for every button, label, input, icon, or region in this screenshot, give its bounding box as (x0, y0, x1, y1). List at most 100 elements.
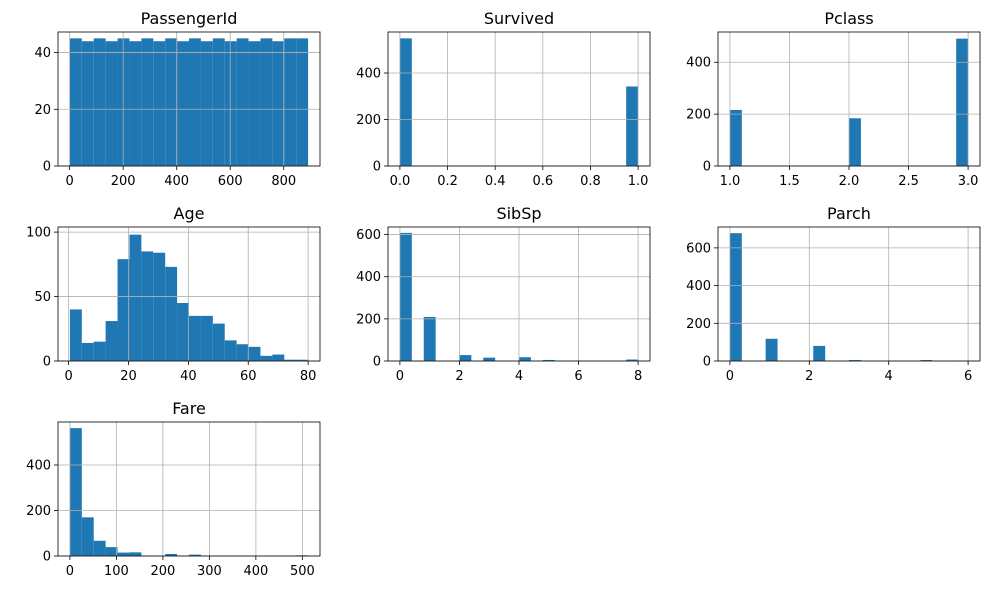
y-tick-label: 200 (26, 504, 51, 519)
x-tick-label: 0.8 (580, 174, 601, 189)
histogram-bar (93, 540, 106, 556)
histogram-bar (188, 554, 201, 556)
subplot-pclass: 1.0 1.5 2.0 2.5 3.0 0 200 400 Pclass (686, 9, 981, 189)
x-tick-label: 0 (66, 564, 74, 579)
x-tick-label: 400 (243, 564, 268, 579)
x-tick-label: 8 (634, 369, 642, 384)
x-tick-label: 4 (885, 369, 893, 384)
x-tick-label: 20 (120, 369, 137, 384)
x-tick-label: 2 (805, 369, 813, 384)
histogram-bar (129, 234, 142, 361)
x-tick-label: 1.0 (720, 174, 741, 189)
histogram-bar (129, 552, 142, 556)
histogram-bar (165, 266, 178, 361)
histogram-bar (200, 315, 213, 361)
x-tick-label: 800 (271, 174, 296, 189)
histogram-bar (813, 345, 826, 361)
histogram-bar (272, 354, 285, 361)
x-tick-label: 80 (300, 369, 317, 384)
y-tick-label: 200 (686, 108, 711, 123)
histogram-bar (177, 41, 189, 166)
y-tick-label: 20 (34, 103, 51, 118)
histogram-bar (177, 302, 189, 361)
y-tick-label: 200 (686, 317, 711, 332)
y-tick-label: 0 (703, 160, 711, 175)
y-tick-label: 200 (356, 312, 381, 327)
histogram-bar (81, 342, 94, 361)
x-tick-label: 200 (111, 174, 136, 189)
subplot-title: Fare (172, 399, 206, 418)
x-tick-label: 600 (218, 174, 243, 189)
y-tick-label: 40 (34, 46, 51, 61)
y-tick-label: 200 (356, 113, 381, 128)
histogram-bar (189, 315, 201, 361)
x-tick-label: 1.5 (779, 174, 800, 189)
y-tick-label: 400 (356, 67, 381, 82)
histogram-bar (141, 38, 154, 166)
histogram-bar (248, 346, 261, 361)
x-tick-label: 0 (726, 369, 734, 384)
subplot-fare: 0 100 200 300 400 500 0 200 400 Fare (26, 399, 321, 579)
subplot-sibsp: 0 2 4 6 8 0 200 400 600 SibSp (356, 204, 651, 384)
x-tick-label: 300 (197, 564, 222, 579)
histogram-bar (284, 359, 297, 361)
histogram-bar (117, 552, 130, 556)
histogram-bar (626, 359, 639, 361)
x-tick-label: 2.0 (839, 174, 860, 189)
axes-frame (387, 31, 651, 167)
y-tick-label: 0 (43, 160, 51, 175)
x-tick-label: 0 (396, 369, 404, 384)
histogram-bar (212, 323, 225, 361)
subplot-survived: 0.0 0.2 0.4 0.6 0.8 1.0 0 200 400 Survived (356, 9, 651, 189)
histogram-bar (200, 41, 213, 166)
x-tick-label: 0.6 (532, 174, 553, 189)
histogram-bar (93, 38, 106, 166)
histogram-bar (284, 38, 297, 166)
y-tick-label: 400 (686, 56, 711, 71)
histogram-bar (920, 360, 933, 361)
y-tick-label: 600 (686, 241, 711, 256)
histogram-bar (105, 41, 118, 166)
subplot-passengerid: 0 200 400 600 800 0 20 40 PassengerId (34, 9, 321, 189)
histogram-bar (399, 232, 412, 361)
axes-frame (717, 226, 981, 362)
histogram-bar (141, 251, 154, 361)
histogram-bar (153, 41, 166, 166)
x-tick-label: 0 (66, 174, 74, 189)
x-tick-label: 500 (290, 564, 315, 579)
subplot-title: Parch (827, 204, 871, 223)
x-tick-label: 4 (515, 369, 523, 384)
histogram-bar (69, 38, 82, 166)
histogram-bar (542, 359, 555, 361)
subplot-parch: 0 2 4 6 0 200 400 600 Parch (686, 204, 981, 384)
axes-frame (57, 421, 321, 557)
x-tick-label: 60 (240, 369, 257, 384)
subplot-title: PassengerId (141, 9, 238, 28)
x-tick-label: 100 (104, 564, 129, 579)
y-tick-label: 100 (26, 226, 51, 241)
y-tick-label: 0 (703, 355, 711, 370)
histogram-bar (224, 340, 237, 361)
axes-frame (57, 226, 321, 362)
histogram-bar (272, 41, 285, 166)
x-tick-label: 2 (455, 369, 463, 384)
histogram-bar (296, 38, 309, 166)
y-tick-label: 400 (26, 458, 51, 473)
histogram-bar (729, 109, 742, 166)
histogram-bar (626, 86, 639, 166)
histogram-bar (260, 38, 273, 166)
y-tick-label: 0 (373, 355, 381, 370)
histogram-bar (165, 38, 178, 166)
histogram-bar (69, 309, 82, 361)
histogram-bar (236, 38, 249, 166)
histogram-bar (165, 553, 178, 556)
histogram-bar (956, 38, 969, 167)
histogram-bar (93, 341, 106, 361)
histogram-bar (129, 41, 142, 166)
y-tick-label: 600 (356, 228, 381, 243)
x-tick-label: 0.2 (437, 174, 458, 189)
histogram-bar (849, 118, 861, 166)
x-tick-label: 400 (164, 174, 189, 189)
x-tick-label: 6 (574, 369, 582, 384)
